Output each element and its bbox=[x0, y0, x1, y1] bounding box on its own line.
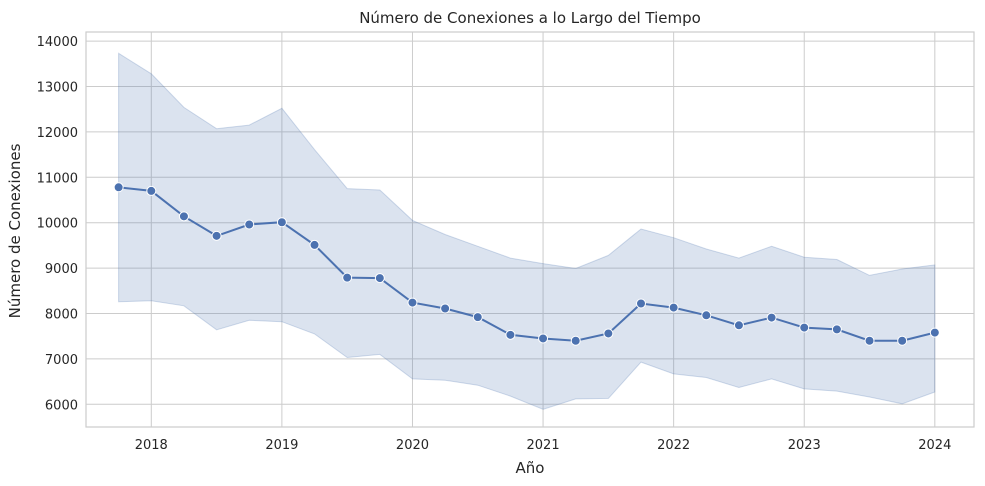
series-line bbox=[118, 186, 936, 342]
x-tick-label: 2019 bbox=[265, 438, 298, 453]
data-point bbox=[831, 324, 842, 335]
y-tick-label: 9000 bbox=[45, 262, 78, 277]
data-point bbox=[342, 272, 353, 283]
x-tick-label: 2020 bbox=[396, 438, 429, 453]
data-point bbox=[113, 182, 124, 193]
data-point bbox=[472, 312, 483, 323]
data-point bbox=[211, 230, 222, 241]
y-tick-label: 8000 bbox=[45, 307, 78, 322]
y-tick-label: 14000 bbox=[37, 35, 78, 50]
data-point bbox=[374, 273, 385, 284]
data-point bbox=[309, 239, 320, 250]
data-point bbox=[897, 335, 908, 346]
data-point bbox=[244, 219, 255, 230]
y-tick-label: 6000 bbox=[45, 398, 78, 413]
data-point bbox=[636, 298, 646, 309]
x-tick-label: 2018 bbox=[135, 438, 168, 453]
data-point bbox=[799, 322, 810, 333]
data-point bbox=[538, 333, 549, 344]
data-point bbox=[668, 302, 679, 313]
data-point bbox=[929, 327, 940, 338]
x-tick-label: 2021 bbox=[527, 438, 560, 453]
data-point bbox=[407, 297, 418, 308]
y-tick-label: 7000 bbox=[45, 353, 78, 368]
data-point bbox=[864, 335, 875, 346]
x-tick-label: 2022 bbox=[657, 438, 690, 453]
plot-area: 6000 7000 8000 9000 10000 11000 12000 13000 1400… bbox=[37, 31, 975, 453]
data-point bbox=[505, 329, 516, 340]
x-tick-label: 2024 bbox=[918, 438, 951, 453]
data-point bbox=[733, 320, 744, 331]
data-point bbox=[603, 328, 614, 339]
y-tick-label: 10000 bbox=[37, 217, 78, 232]
data-point bbox=[178, 211, 189, 222]
data-point bbox=[276, 217, 287, 228]
x-tick-label: 2023 bbox=[788, 438, 821, 453]
data-point bbox=[146, 185, 157, 196]
x-axis-title: Año bbox=[516, 459, 545, 477]
plot-frame bbox=[85, 31, 975, 428]
data-point bbox=[570, 335, 581, 346]
data-point bbox=[701, 310, 712, 321]
chart-title: Número de Conexiones a lo Largo del Tiem… bbox=[359, 9, 701, 27]
y-tick-label: 11000 bbox=[37, 171, 78, 186]
y-tick-label: 13000 bbox=[37, 80, 78, 95]
y-axis-title: Número de Conexiones bbox=[6, 143, 24, 318]
confidence-band bbox=[118, 52, 936, 410]
y-tick-label: 12000 bbox=[37, 126, 78, 141]
data-point bbox=[766, 312, 777, 323]
data-point bbox=[440, 303, 451, 314]
